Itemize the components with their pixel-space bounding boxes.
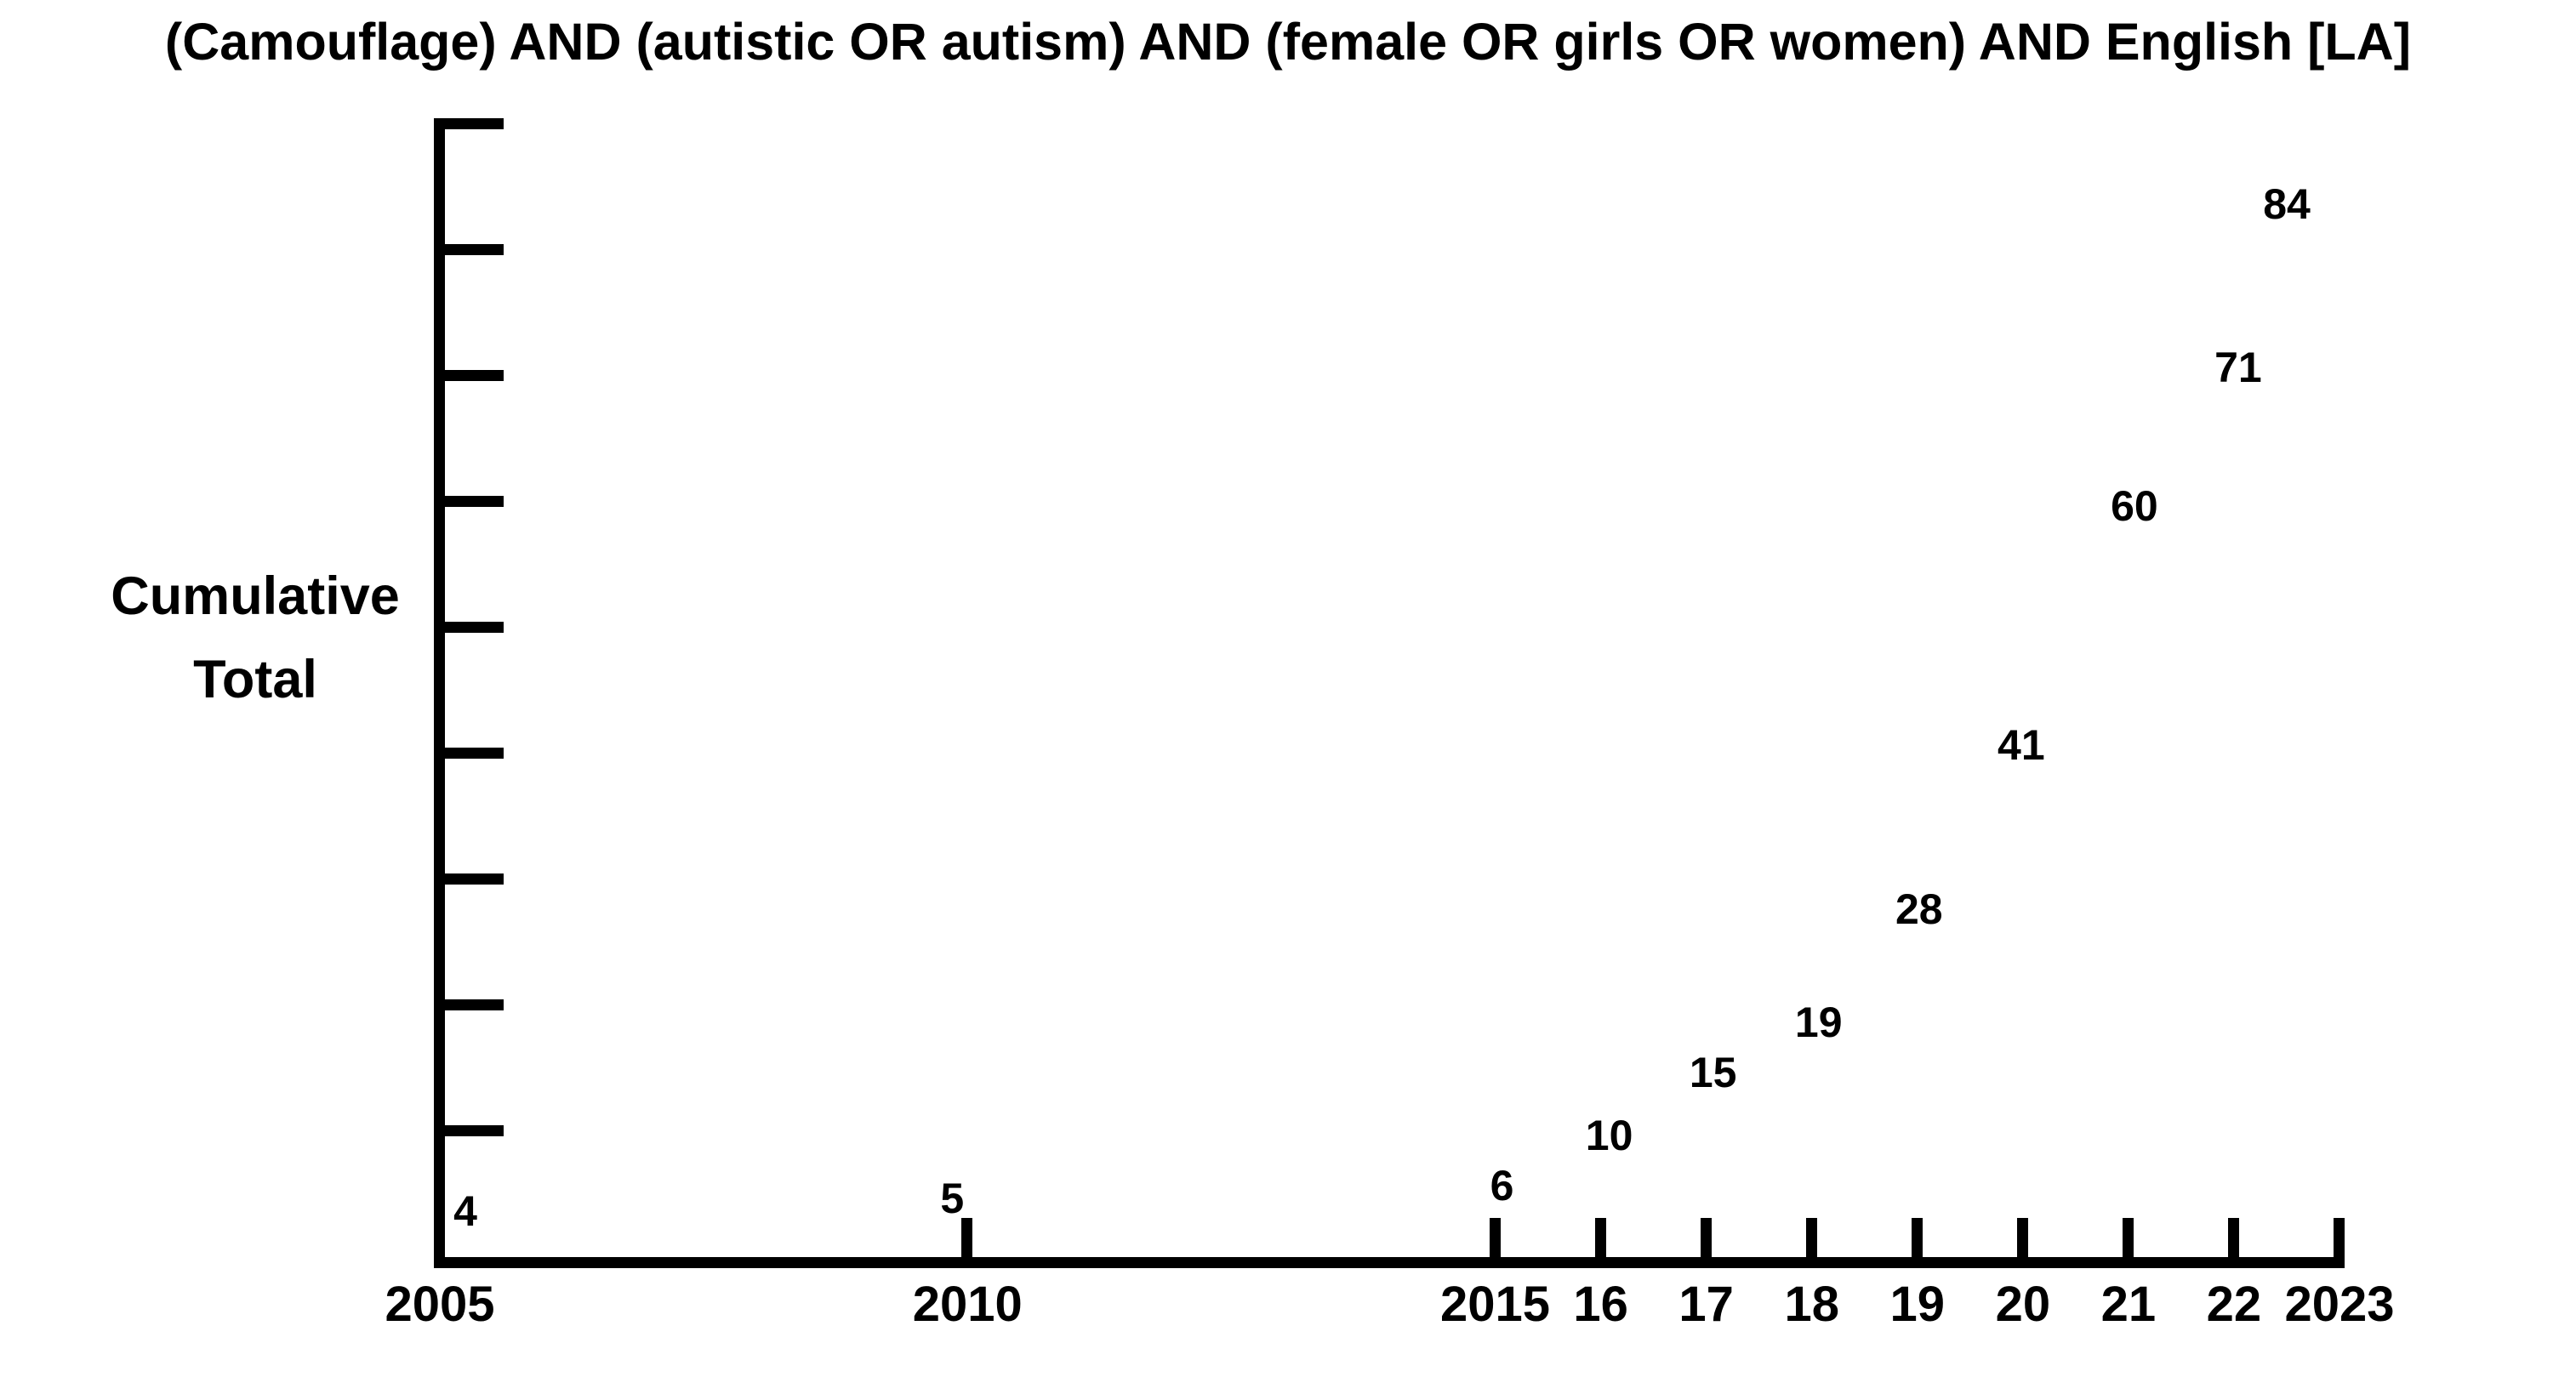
x-tick-label-2010: 2010 <box>912 1277 1023 1332</box>
y-axis-line <box>434 119 445 1268</box>
x-axis-tick-2022 <box>2227 1218 2239 1257</box>
y-axis-label-line-1: Cumulative <box>111 566 400 626</box>
x-tick-label-2017: 17 <box>1678 1277 1734 1332</box>
y-axis-tick-50 <box>434 622 504 633</box>
x-tick-label-2005: 2005 <box>385 1277 495 1332</box>
x-tick-label-2016: 16 <box>1573 1277 1628 1332</box>
x-tick-label-2018: 18 <box>1784 1277 1839 1332</box>
x-axis-tick-2010 <box>961 1218 973 1257</box>
x-tick-label-2019: 19 <box>1889 1277 1946 1332</box>
chart-title: (Camouflage) AND (autistic OR autism) AN… <box>164 13 2412 71</box>
data-label-2005: 4 <box>453 1186 477 1235</box>
x-axis-line <box>434 1257 2345 1268</box>
data-label-2017: 15 <box>1689 1049 1737 1096</box>
y-axis-label-line-2: Total <box>193 650 317 709</box>
x-axis-tick-2017 <box>1700 1218 1712 1257</box>
data-label-2018: 19 <box>1794 998 1843 1046</box>
x-axis-tick-2016 <box>1594 1218 1606 1257</box>
data-label-2022: 71 <box>2214 344 2262 392</box>
y-axis-tick-40 <box>434 748 504 759</box>
x-axis-tick-2015 <box>1489 1218 1501 1257</box>
x-axis-tick-2018 <box>1805 1218 1817 1257</box>
x-tick-label-2023: 2023 <box>2284 1277 2395 1332</box>
x-tick-label-2021: 21 <box>2100 1277 2157 1332</box>
data-label-2016: 10 <box>1585 1112 1633 1159</box>
y-axis-tick-90 <box>434 118 504 129</box>
y-axis-tick-20 <box>434 999 504 1010</box>
x-axis-tick-2021 <box>2122 1218 2134 1257</box>
x-axis-tick-2020 <box>2016 1218 2028 1257</box>
y-axis-label: Cumulative Total <box>47 555 464 721</box>
y-axis-tick-10 <box>434 1125 504 1136</box>
x-axis-tick-2019 <box>1911 1218 1923 1257</box>
data-label-2015: 6 <box>1490 1162 1514 1210</box>
x-axis-tick-2023 <box>2334 1218 2345 1257</box>
x-tick-label-2020: 20 <box>1995 1277 2051 1332</box>
x-tick-label-2022: 22 <box>2206 1277 2262 1332</box>
data-label-2019: 28 <box>1895 885 1943 933</box>
x-tick-label-2015: 2015 <box>1440 1277 1551 1332</box>
data-label-2020: 41 <box>1998 721 2045 770</box>
data-label-2010: 5 <box>940 1175 965 1222</box>
data-label-2023: 84 <box>2263 179 2311 228</box>
data-label-2021: 60 <box>2111 482 2158 530</box>
y-axis-tick-70 <box>434 370 504 381</box>
y-axis-tick-30 <box>434 873 504 885</box>
y-axis-tick-60 <box>434 496 504 507</box>
y-axis-tick-80 <box>434 244 504 255</box>
